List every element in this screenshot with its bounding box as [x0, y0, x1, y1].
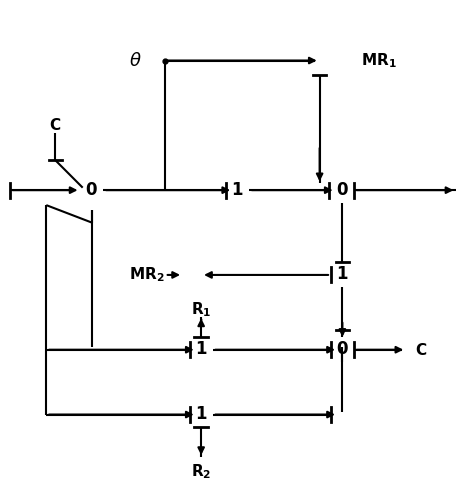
Text: $\mathbf{R_1}$: $\mathbf{R_1}$: [191, 300, 212, 319]
Text: $\theta$: $\theta$: [129, 52, 141, 70]
Text: $\mathbf{R_2}$: $\mathbf{R_2}$: [191, 462, 212, 481]
Text: $\mathbf{1}$: $\mathbf{1}$: [195, 341, 207, 358]
Text: $\mathbf{1}$: $\mathbf{1}$: [195, 406, 207, 423]
Text: $\mathbf{C}$: $\mathbf{C}$: [415, 342, 427, 357]
Text: $\mathbf{1}$: $\mathbf{1}$: [336, 266, 349, 283]
Text: $\mathbf{0}$: $\mathbf{0}$: [336, 341, 349, 358]
Text: $\mathbf{1}$: $\mathbf{1}$: [231, 182, 244, 198]
Text: $\mathbf{MR_2}$: $\mathbf{MR_2}$: [129, 266, 165, 284]
Text: $\mathbf{C}$: $\mathbf{C}$: [49, 118, 61, 134]
Text: $\mathbf{0}$: $\mathbf{0}$: [85, 182, 98, 198]
Text: $\mathbf{0}$: $\mathbf{0}$: [336, 182, 349, 198]
Text: $\mathbf{MR_1}$: $\mathbf{MR_1}$: [361, 51, 396, 70]
